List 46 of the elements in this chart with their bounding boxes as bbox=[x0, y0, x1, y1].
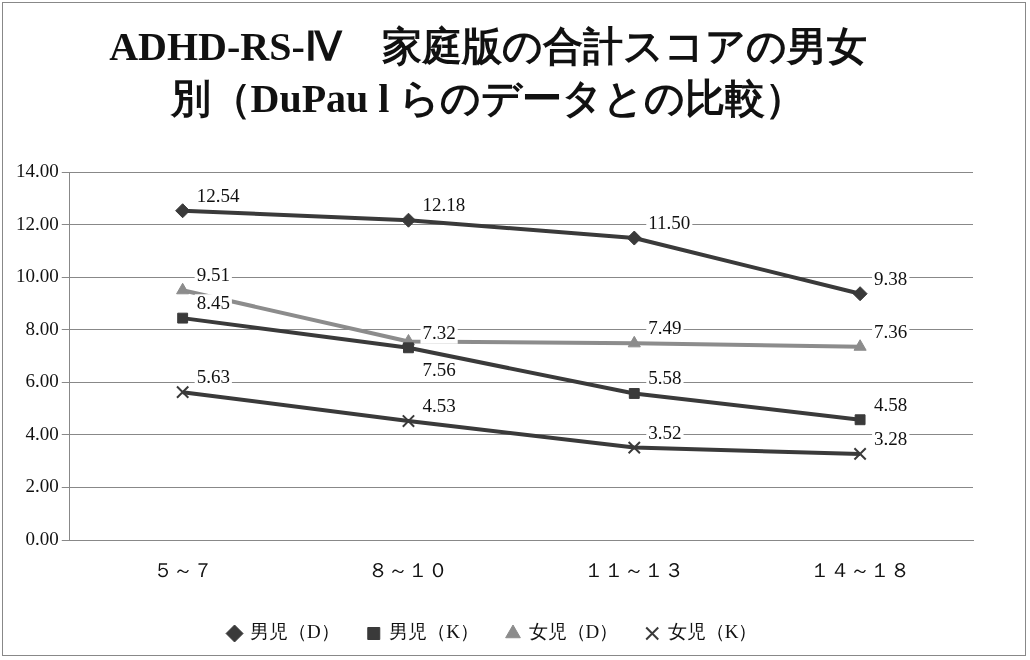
data-label: 4.53 bbox=[422, 395, 456, 417]
data-label: 7.49 bbox=[648, 317, 682, 339]
point bbox=[626, 230, 642, 246]
data-label: 12.54 bbox=[196, 184, 240, 206]
y-tick-label: 0.00 bbox=[25, 527, 59, 549]
data-label: 11.50 bbox=[648, 212, 691, 234]
data-label: 8.45 bbox=[196, 292, 230, 314]
y-tick-label: 10.00 bbox=[16, 265, 59, 287]
data-label: 7.36 bbox=[874, 320, 908, 342]
x-tick-label: ８～１０ bbox=[368, 559, 449, 582]
legend-label: 男児（K） bbox=[389, 621, 480, 643]
point bbox=[627, 335, 641, 348]
data-label: 3.52 bbox=[648, 421, 682, 443]
point bbox=[403, 342, 414, 354]
chart-title: ADHD-RS-Ⅳ 家庭版の合計スコアの男女別（DuPau l らのデータとの比較） bbox=[108, 23, 868, 123]
data-label: 5.58 bbox=[648, 367, 682, 389]
data-label: 4.58 bbox=[874, 393, 908, 415]
legend-label: 女児（K） bbox=[667, 621, 758, 643]
y-tick-label: 2.00 bbox=[25, 475, 59, 497]
legend-label: 男児（D） bbox=[250, 621, 340, 643]
data-label: 7.56 bbox=[422, 359, 456, 381]
y-tick-label: 12.00 bbox=[16, 212, 59, 234]
legend-label: 女児（D） bbox=[528, 621, 619, 643]
data-label: 7.32 bbox=[422, 321, 456, 343]
point bbox=[401, 414, 416, 428]
y-tick-label: 14.00 bbox=[16, 160, 59, 182]
y-tick-label: 4.00 bbox=[25, 422, 59, 444]
x-tick-label: ５～７ bbox=[152, 559, 213, 582]
data-label: 9.38 bbox=[874, 267, 908, 289]
data-label: 9.51 bbox=[196, 264, 230, 286]
data-label: 12.18 bbox=[422, 194, 466, 216]
point bbox=[176, 282, 190, 295]
point bbox=[627, 440, 641, 455]
x-tick-label: １４～１８ bbox=[810, 559, 911, 582]
x-tick-label: １１～１３ bbox=[584, 559, 685, 582]
data-label: 3.28 bbox=[874, 427, 908, 449]
point bbox=[854, 414, 866, 426]
data-label: 5.63 bbox=[196, 366, 230, 388]
point bbox=[176, 385, 190, 399]
point bbox=[853, 447, 867, 461]
point bbox=[628, 388, 640, 399]
point bbox=[852, 286, 868, 302]
y-tick-label: 6.00 bbox=[25, 370, 59, 392]
point bbox=[177, 312, 189, 324]
y-tick-label: 8.00 bbox=[25, 317, 59, 339]
point bbox=[853, 339, 867, 351]
